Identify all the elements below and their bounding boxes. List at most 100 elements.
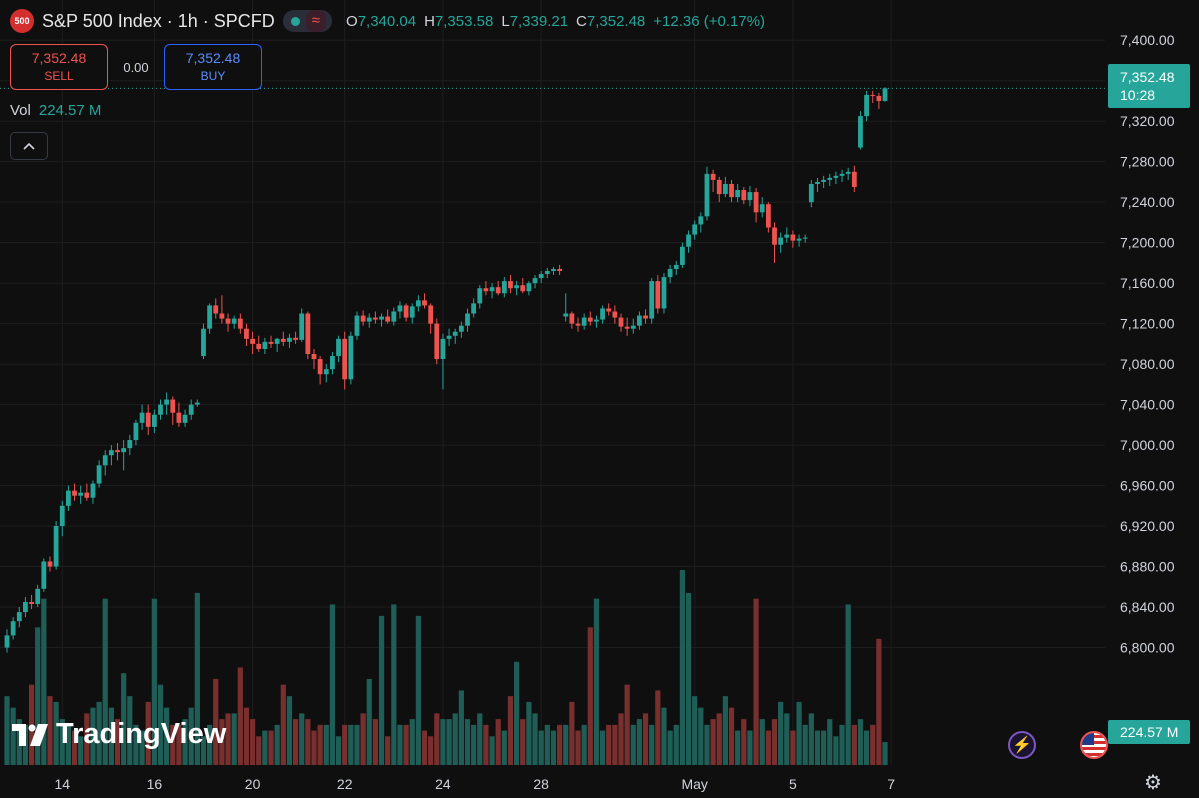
candle (839, 169, 845, 182)
volume-bar (538, 730, 544, 765)
candle (201, 323, 206, 360)
candle (827, 173, 833, 186)
candle (833, 171, 839, 184)
candle (237, 313, 243, 334)
candle (630, 318, 636, 334)
sell-price: 7,352.48 (31, 50, 87, 66)
symbol-badge-icon[interactable]: 500 (10, 9, 34, 33)
y-tick-label: 7,040.00 (1120, 397, 1175, 413)
high-value: 7,353.58 (434, 12, 494, 30)
candle (772, 222, 777, 263)
price-axis: 6,800.00 6,840.00 6,880.00 6,920.00 6,960.00… (1120, 32, 1175, 655)
candle (858, 111, 863, 150)
price-change: +12.36 (+0.17%) (653, 12, 766, 30)
tradingview-logo-icon (12, 723, 48, 746)
volume-bar (372, 719, 378, 765)
volume-bar (151, 598, 157, 765)
y-tick-label: 6,880.00 (1120, 559, 1175, 575)
volume-bar (710, 719, 716, 765)
wave-icon[interactable]: ≈ (305, 10, 327, 32)
candle (710, 169, 716, 193)
us-flag-icon[interactable] (1080, 731, 1108, 759)
volume-bar (10, 707, 16, 765)
candle (330, 351, 335, 375)
volume-bar (323, 724, 329, 765)
volume-bar (557, 724, 563, 765)
candle (587, 311, 593, 326)
volume-bar (802, 724, 808, 765)
volume-bar (612, 724, 618, 765)
volume-bar (864, 730, 870, 765)
tradingview-logo[interactable]: TradingView (12, 718, 226, 751)
volume-bar (569, 701, 575, 765)
volume-bar (704, 724, 710, 765)
candle (606, 303, 612, 316)
volume-bar (170, 724, 176, 765)
candle (514, 281, 520, 296)
candle (323, 364, 329, 383)
volume-bar (771, 719, 778, 765)
candle (722, 176, 728, 198)
candle (882, 87, 888, 102)
volume-bar (489, 736, 495, 765)
volume-bar (735, 730, 741, 765)
volume-bar (753, 598, 759, 765)
volume-bar (544, 724, 550, 765)
candle (851, 165, 857, 193)
market-status-pill[interactable]: ≈ (282, 10, 333, 32)
candle (90, 480, 96, 504)
volume-bar (409, 719, 415, 765)
volume-bar (213, 678, 219, 765)
candle (575, 317, 581, 332)
candle (557, 264, 562, 276)
volume-bar (599, 730, 606, 765)
candle (612, 305, 618, 324)
lightning-icon[interactable]: ⚡ (1008, 731, 1036, 759)
volume-bar (354, 724, 360, 765)
candle (440, 333, 446, 390)
volume-legend: Vol 224.57 M (10, 102, 101, 119)
candle (446, 328, 452, 346)
y-tick-label: 7,000.00 (1120, 437, 1175, 453)
candle (151, 409, 157, 433)
collapse-legend-button[interactable] (10, 132, 48, 160)
candle (287, 333, 292, 348)
sell-button[interactable]: 7,352.48 SELL (10, 44, 108, 90)
candle (655, 275, 661, 314)
volume-bar (342, 724, 348, 765)
volume-bar (225, 713, 231, 765)
symbol-title[interactable]: S&P 500 Index · 1h · SPCFD (42, 10, 275, 31)
buy-button[interactable]: 7,352.48 BUY (164, 44, 262, 90)
volume-bar (415, 615, 421, 765)
candle (391, 307, 397, 326)
candle (23, 596, 28, 618)
candle (274, 337, 280, 352)
candle (569, 311, 575, 329)
candle (170, 396, 176, 425)
volume-bars (4, 570, 888, 765)
candle (649, 278, 655, 324)
x-tick-label: 28 (533, 776, 549, 792)
candle (16, 607, 22, 628)
volume-bar (477, 713, 483, 765)
candle (796, 234, 802, 247)
candle (115, 443, 120, 461)
volume-bar (403, 724, 409, 765)
volume-bar (329, 604, 336, 765)
candle (802, 234, 808, 243)
candle (563, 293, 569, 322)
candle (815, 177, 820, 193)
chart-grid (0, 0, 1105, 765)
candle (397, 301, 403, 319)
candle (280, 331, 286, 346)
candle (219, 295, 225, 324)
volume-bar (649, 724, 655, 765)
candle (409, 303, 415, 324)
buy-label: BUY (200, 69, 226, 83)
candle (10, 617, 16, 640)
y-tick-label: 6,840.00 (1120, 599, 1175, 615)
y-tick-label: 6,960.00 (1120, 478, 1175, 494)
volume-bar (84, 713, 90, 765)
settings-gear-icon[interactable]: ⚙ (1144, 772, 1162, 794)
